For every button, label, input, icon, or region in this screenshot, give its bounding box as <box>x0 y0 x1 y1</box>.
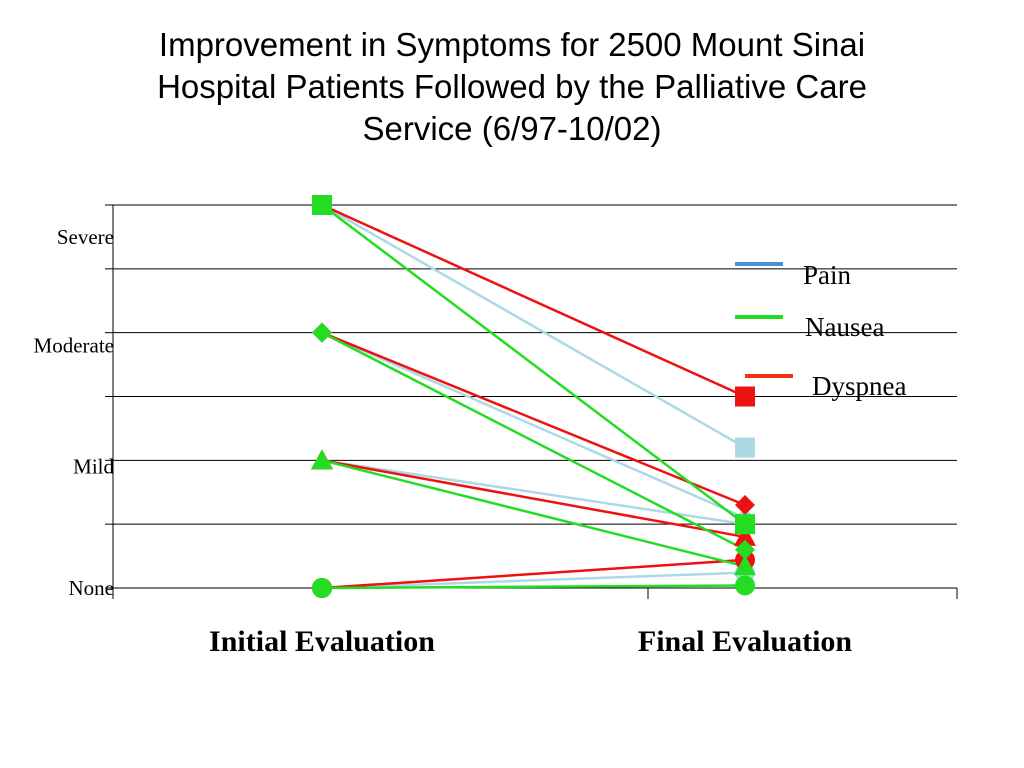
y-tick-label-moderate: Moderate <box>34 333 114 357</box>
x-tick-label-initial-evaluation: Initial Evaluation <box>209 625 435 658</box>
gridlines <box>113 204 957 589</box>
series-dyspnea-circle-line <box>321 558 746 590</box>
series-nausea-square-point <box>312 195 332 215</box>
legend: Pain Nausea Dyspnea <box>735 260 906 401</box>
series-dyspnea-diamond-point <box>735 495 755 516</box>
series-markers <box>311 195 756 598</box>
series-pain-square-point <box>735 437 755 458</box>
y-axis-labels: Severe Moderate Mild None <box>34 225 115 600</box>
series-pain-square-line <box>321 203 746 449</box>
y-tick-label-none: None <box>69 576 115 600</box>
axes <box>105 204 958 599</box>
series-lines <box>321 203 746 590</box>
x-axis-labels: Initial Evaluation Final Evaluation <box>209 625 852 658</box>
series-dyspnea-diamond-line <box>321 331 746 507</box>
chart-title: Improvement in Symptoms for 2500 Mount S… <box>40 24 984 150</box>
y-tick-label-severe: Severe <box>57 225 114 249</box>
series-pain-circle-line <box>321 571 746 590</box>
legend-label-dyspnea: Dyspnea <box>812 371 906 401</box>
series-nausea-diamond-line <box>321 331 746 551</box>
series-nausea-circle-point <box>735 575 755 596</box>
y-tick-label-mild: Mild <box>73 455 114 479</box>
series-nausea-diamond-point <box>312 322 332 343</box>
legend-label-pain: Pain <box>803 260 852 290</box>
series-dyspnea-triangle-point <box>734 525 756 546</box>
series-pain-diamond-line <box>321 331 746 519</box>
series-nausea-circle-point <box>312 578 332 598</box>
series-dyspnea-triangle-line <box>321 459 746 539</box>
series-dyspnea-square-line <box>321 203 746 398</box>
series-nausea-triangle-point <box>311 449 333 470</box>
series-nausea-diamond-point <box>735 539 755 560</box>
series-dyspnea-square-point <box>735 386 755 407</box>
series-nausea-square-point <box>735 514 755 535</box>
series-nausea-circle-line <box>321 584 746 590</box>
series-nausea-triangle-point <box>734 555 756 576</box>
legend-label-nausea: Nausea <box>805 312 884 342</box>
chart-title-line-3: Service (6/97-10/02) <box>362 110 662 147</box>
series-nausea-square-line <box>321 204 746 526</box>
series-nausea-triangle-line <box>321 459 746 568</box>
chart-title-line-2: Hospital Patients Followed by the Pallia… <box>157 68 867 105</box>
x-tick-label-final-evaluation: Final Evaluation <box>638 625 853 658</box>
chart-title-line-1: Improvement in Symptoms for 2500 Mount S… <box>158 26 866 63</box>
